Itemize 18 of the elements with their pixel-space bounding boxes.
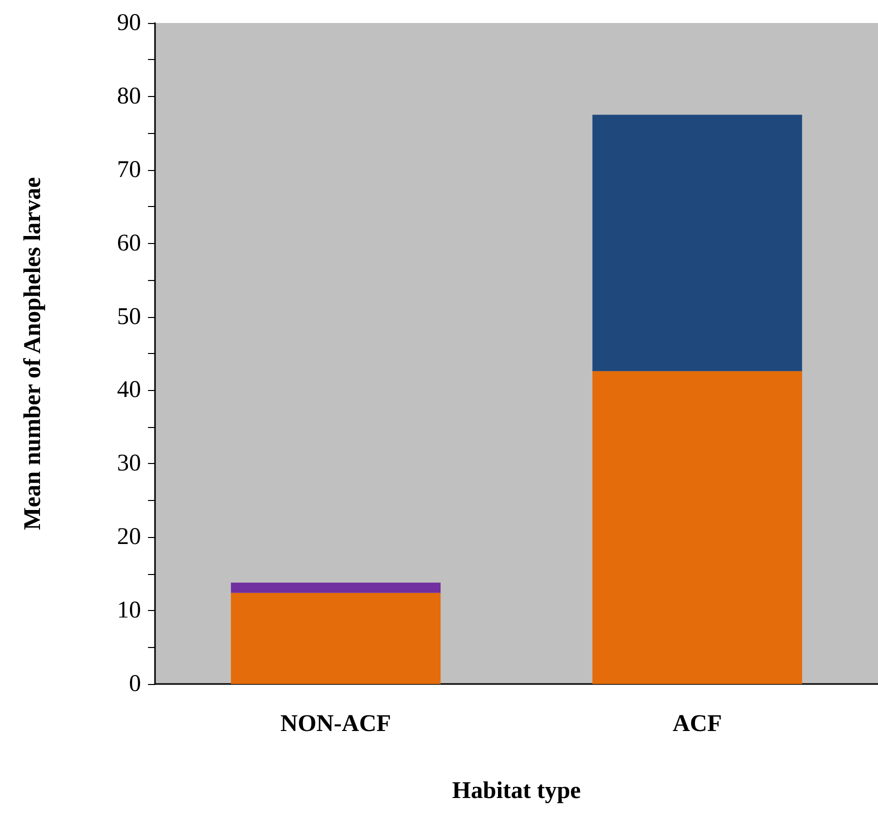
y-tick-label: 60 (117, 230, 141, 256)
y-tick-label: 0 (129, 671, 141, 697)
y-tick-label: 90 (117, 10, 141, 36)
y-tick-label: 40 (117, 377, 141, 404)
y-tick-label: 10 (117, 598, 141, 624)
y-tick-label: 70 (117, 156, 141, 183)
y-tick-label: 80 (117, 83, 141, 110)
y-axis-title: Mean number of Anopheles larvae (20, 176, 46, 530)
y-tick-label: 20 (117, 524, 141, 550)
y-tick-label: 50 (117, 304, 141, 330)
x-axis-title: Habitat type (452, 778, 582, 804)
x-tick-label: ACF (672, 711, 722, 737)
x-tick-label: NON-ACF (280, 711, 392, 737)
bar (230, 582, 441, 593)
y-tick-label: 30 (117, 450, 141, 477)
bar (592, 114, 802, 372)
bar (592, 371, 802, 684)
bar (230, 592, 441, 684)
